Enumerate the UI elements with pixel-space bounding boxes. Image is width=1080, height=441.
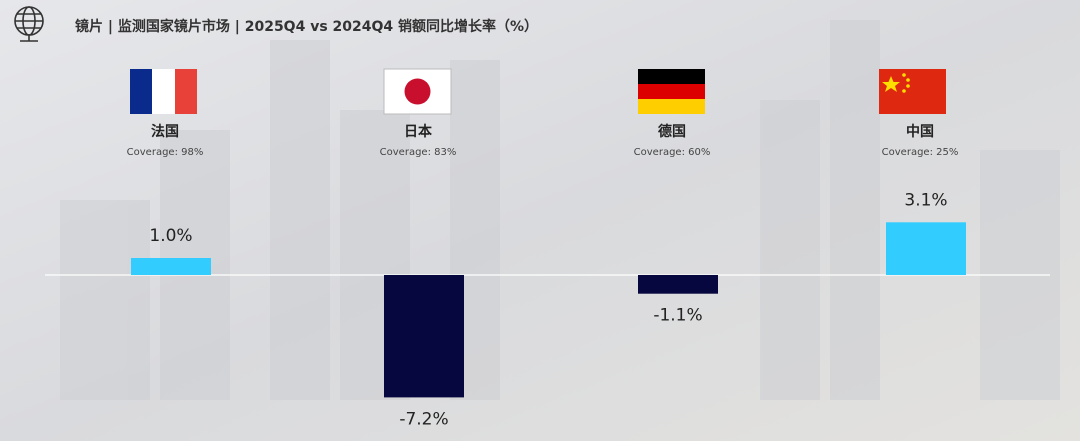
coverage-label: Coverage: 98% [127, 147, 204, 158]
category-label: 中国 [906, 123, 934, 140]
value-label: -1.1% [653, 306, 702, 326]
city-backdrop [60, 20, 1060, 400]
category-label: 法国 [151, 123, 179, 140]
category-label: 日本 [404, 123, 433, 140]
flag-france [130, 69, 197, 114]
coverage-label: Coverage: 25% [882, 147, 959, 158]
value-label: 3.1% [904, 190, 947, 210]
flag-japan [383, 68, 452, 115]
bar [384, 275, 464, 398]
coverage-label: Coverage: 83% [380, 147, 457, 158]
globe-icon [14, 6, 44, 42]
value-label: 1.0% [149, 226, 192, 246]
chart-title: 镜片 | 监测国家镜片市场 | 2025Q4 vs 2024Q4 销额同比增长率… [75, 18, 538, 35]
category-label: 德国 [658, 123, 686, 140]
bar [886, 222, 966, 275]
coverage-label: Coverage: 60% [634, 147, 711, 158]
bar [131, 258, 211, 275]
flag-china [879, 69, 946, 114]
flag-germany [638, 69, 705, 114]
value-label: -7.2% [399, 409, 448, 429]
bar [638, 275, 718, 294]
